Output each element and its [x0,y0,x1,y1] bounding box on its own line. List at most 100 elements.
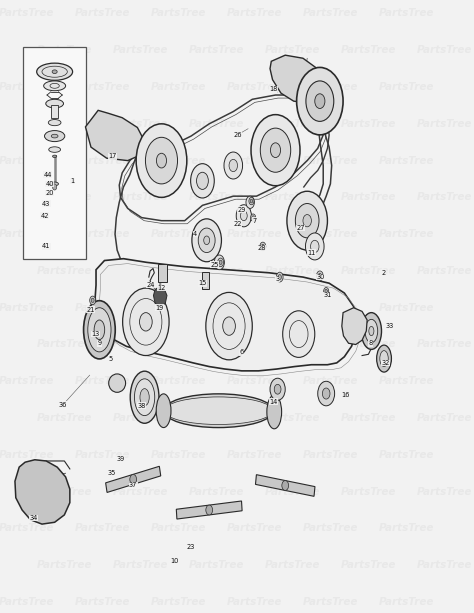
Polygon shape [15,460,70,524]
Text: PartsTree: PartsTree [0,524,55,533]
Circle shape [274,384,281,394]
Text: 38: 38 [137,403,146,409]
Text: PartsTree: PartsTree [151,229,206,239]
Circle shape [236,205,251,227]
Circle shape [192,219,221,262]
Text: PartsTree: PartsTree [379,524,434,533]
Text: PartsTree: PartsTree [379,597,434,607]
Circle shape [315,94,325,109]
Text: 43: 43 [42,200,50,207]
Circle shape [318,273,321,278]
Text: PartsTree: PartsTree [75,597,130,607]
Circle shape [322,388,330,399]
Circle shape [287,191,328,250]
Circle shape [156,153,166,168]
Text: PartsTree: PartsTree [227,156,283,166]
Text: PartsTree: PartsTree [75,229,130,239]
Text: PartsTree: PartsTree [189,266,244,276]
Text: 4: 4 [193,231,197,237]
Text: PartsTree: PartsTree [0,376,55,386]
Ellipse shape [369,326,374,336]
Circle shape [250,199,253,203]
Text: 15: 15 [198,280,207,286]
Circle shape [297,67,343,135]
Polygon shape [154,287,167,306]
Circle shape [276,272,283,282]
Text: PartsTree: PartsTree [303,524,358,533]
Text: PartsTree: PartsTree [151,376,206,386]
Text: PartsTree: PartsTree [227,303,283,313]
Text: 44: 44 [44,172,52,178]
Text: 42: 42 [40,213,49,219]
Circle shape [251,115,300,186]
Text: 6: 6 [239,349,244,356]
Text: PartsTree: PartsTree [379,450,434,460]
Text: PartsTree: PartsTree [265,45,320,55]
Text: 13: 13 [91,331,100,337]
Circle shape [282,481,289,490]
Text: PartsTree: PartsTree [341,340,396,349]
Circle shape [130,474,137,484]
Text: PartsTree: PartsTree [265,266,320,276]
Text: PartsTree: PartsTree [113,487,168,497]
Ellipse shape [135,379,155,416]
Text: PartsTree: PartsTree [227,82,283,92]
Circle shape [249,197,254,205]
Text: PartsTree: PartsTree [341,45,396,55]
Text: PartsTree: PartsTree [113,192,168,202]
Text: PartsTree: PartsTree [37,266,92,276]
Circle shape [317,271,323,281]
Text: PartsTree: PartsTree [75,450,130,460]
Ellipse shape [45,131,65,142]
Circle shape [197,172,209,189]
Circle shape [146,137,178,184]
Polygon shape [270,55,322,103]
Text: PartsTree: PartsTree [227,376,283,386]
Text: 34: 34 [29,515,38,521]
Text: 39: 39 [117,455,125,462]
Ellipse shape [53,155,57,158]
Text: PartsTree: PartsTree [189,119,244,129]
Text: 5: 5 [109,356,113,362]
Circle shape [224,152,243,179]
Circle shape [261,245,264,249]
Ellipse shape [52,70,57,74]
Text: 12: 12 [157,285,166,291]
Ellipse shape [130,371,159,424]
Text: 24: 24 [146,282,155,288]
Polygon shape [106,466,161,492]
Bar [158,264,167,282]
Text: PartsTree: PartsTree [189,340,244,349]
Circle shape [223,317,236,335]
Text: 23: 23 [187,544,195,550]
Circle shape [214,255,224,270]
Bar [23,47,86,259]
Text: PartsTree: PartsTree [113,340,168,349]
Text: 26: 26 [233,132,242,138]
Text: PartsTree: PartsTree [341,119,396,129]
Circle shape [305,233,324,260]
Circle shape [295,204,319,238]
Text: 14: 14 [269,398,278,405]
Text: PartsTree: PartsTree [151,9,206,18]
Text: PartsTree: PartsTree [189,560,244,570]
Text: PartsTree: PartsTree [303,82,358,92]
Text: PartsTree: PartsTree [151,82,206,92]
Ellipse shape [164,397,273,424]
Text: PartsTree: PartsTree [0,229,55,239]
Text: 31: 31 [323,292,332,299]
Text: 16: 16 [341,392,349,398]
Ellipse shape [365,319,378,343]
Circle shape [240,211,247,221]
Ellipse shape [267,395,282,429]
Circle shape [218,258,224,267]
Text: PartsTree: PartsTree [265,192,320,202]
Text: PartsTree: PartsTree [75,82,130,92]
Ellipse shape [361,313,382,349]
Text: PartsTree: PartsTree [37,413,92,423]
Text: PartsTree: PartsTree [303,229,358,239]
Ellipse shape [49,147,61,153]
Circle shape [306,81,334,121]
Text: PartsTree: PartsTree [417,192,473,202]
Text: PartsTree: PartsTree [341,560,396,570]
